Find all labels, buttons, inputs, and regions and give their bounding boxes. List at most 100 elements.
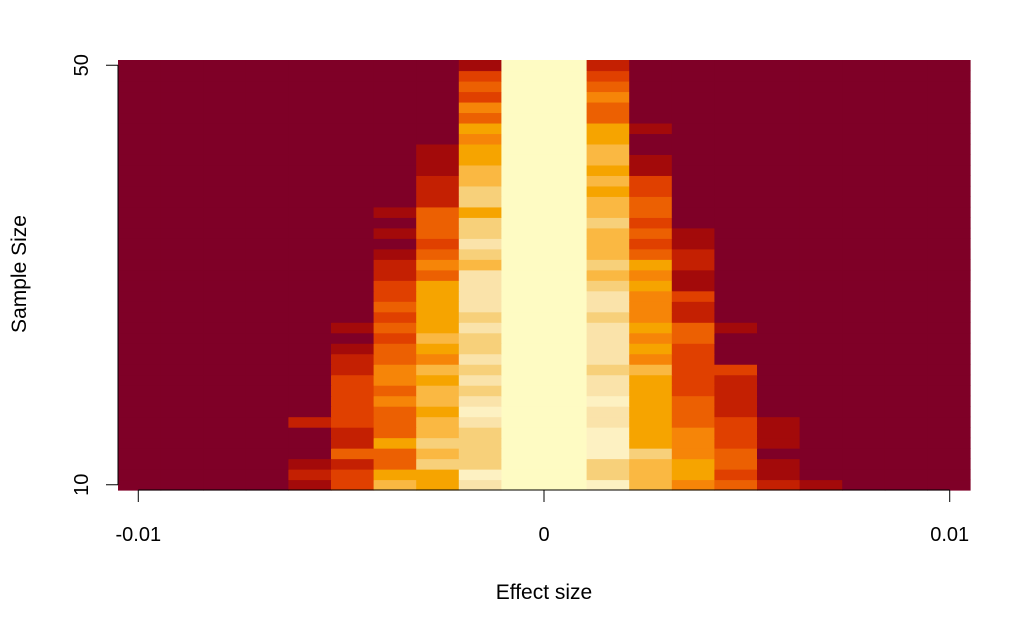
heatmap-cell [671, 448, 715, 460]
heatmap-cell [884, 353, 928, 365]
heatmap-cell [416, 206, 460, 218]
heatmap-cell [331, 133, 375, 145]
heatmap-cell [671, 301, 715, 313]
heatmap-cell [203, 416, 247, 428]
heatmap-cell [544, 269, 588, 281]
heatmap-cell [160, 206, 204, 218]
heatmap-cell [927, 91, 971, 103]
heatmap-cell [203, 269, 247, 281]
heatmap-cell [927, 280, 971, 292]
heatmap-cell [416, 70, 460, 82]
heatmap-cell [842, 185, 886, 197]
heatmap-cell [331, 479, 375, 491]
heatmap-cell [373, 248, 417, 260]
heatmap-cell [757, 479, 801, 491]
heatmap-cell [629, 91, 673, 103]
heatmap-cell [884, 259, 928, 271]
heatmap-cell [714, 448, 758, 460]
heatmap-cell [416, 448, 460, 460]
heatmap-cell [884, 154, 928, 166]
heatmap-cell [331, 185, 375, 197]
heatmap-cell [288, 70, 332, 82]
heatmap-cell [458, 416, 502, 428]
heatmap-cell [118, 175, 162, 187]
heatmap-cell [288, 280, 332, 292]
heatmap-cell [799, 217, 843, 229]
heatmap-cell [458, 385, 502, 397]
heatmap-cell [203, 101, 247, 114]
heatmap-cell [884, 185, 928, 197]
heatmap-cell [927, 343, 971, 355]
heatmap-cell [501, 364, 545, 376]
heatmap-cell [288, 406, 332, 418]
heatmap-cell [927, 133, 971, 145]
heatmap-cell [544, 101, 588, 114]
heatmap-cell [203, 364, 247, 376]
heatmap-cell [288, 469, 332, 481]
heatmap-cell [927, 290, 971, 302]
heatmap-cell [629, 164, 673, 176]
heatmap-cell [416, 427, 460, 439]
heatmap-cell [118, 385, 162, 397]
x-tick-label: 0 [538, 524, 549, 546]
heatmap-cell [118, 353, 162, 365]
heatmap-cell [416, 332, 460, 344]
heatmap-cell [458, 185, 502, 197]
heatmap-cell [629, 227, 673, 239]
heatmap-cell [842, 479, 886, 491]
heatmap-cell [927, 448, 971, 460]
heatmap-cell [416, 175, 460, 187]
heatmap-cell [373, 143, 417, 155]
heatmap-cell [842, 91, 886, 103]
heatmap-cell [203, 353, 247, 365]
heatmap-cell [458, 154, 502, 166]
heatmap-cell [884, 91, 928, 103]
heatmap-cell [288, 479, 332, 491]
heatmap-cell [544, 311, 588, 323]
heatmap-cell [288, 416, 332, 428]
heatmap-cell [842, 416, 886, 428]
heatmap-cell [203, 332, 247, 344]
heatmap-cell [501, 60, 545, 72]
heatmap-cell [331, 469, 375, 481]
heatmap-cell [416, 185, 460, 197]
heatmap-cell [629, 374, 673, 386]
heatmap-cell [842, 448, 886, 460]
heatmap-cell [799, 70, 843, 82]
heatmap-cell [160, 217, 204, 229]
heatmap-cell [714, 479, 758, 491]
heatmap-cell [458, 343, 502, 355]
heatmap-cell [245, 332, 289, 344]
heatmap-cell [501, 427, 545, 439]
heatmap-cell [629, 427, 673, 439]
heatmap-cell [203, 133, 247, 145]
heatmap-cell [884, 406, 928, 418]
heatmap-cell [629, 185, 673, 197]
heatmap-cell [629, 238, 673, 250]
heatmap-cell [842, 322, 886, 334]
heatmap-cell [458, 395, 502, 407]
heatmap-cell [331, 217, 375, 229]
heatmap-cell [501, 112, 545, 124]
heatmap-cell [714, 60, 758, 72]
heatmap-cell [373, 164, 417, 176]
heatmap-cell [118, 122, 162, 135]
heatmap-cell [714, 332, 758, 344]
heatmap-cell [629, 259, 673, 271]
heatmap-cell [757, 448, 801, 460]
heatmap-cell [586, 364, 630, 376]
heatmap-cell [331, 458, 375, 470]
heatmap-cell [288, 458, 332, 470]
heatmap-cell [927, 227, 971, 239]
heatmap-cell [586, 175, 630, 187]
heatmap-cell [799, 175, 843, 187]
heatmap-cell [160, 248, 204, 260]
x-axis-title: Effect size [496, 581, 593, 604]
heatmap-cell [884, 395, 928, 407]
heatmap-cell [629, 448, 673, 460]
heatmap-cell [799, 238, 843, 250]
heatmap-cell [331, 374, 375, 386]
heatmap-cell [288, 154, 332, 166]
heatmap-cell [671, 259, 715, 271]
heatmap-cell [373, 437, 417, 449]
